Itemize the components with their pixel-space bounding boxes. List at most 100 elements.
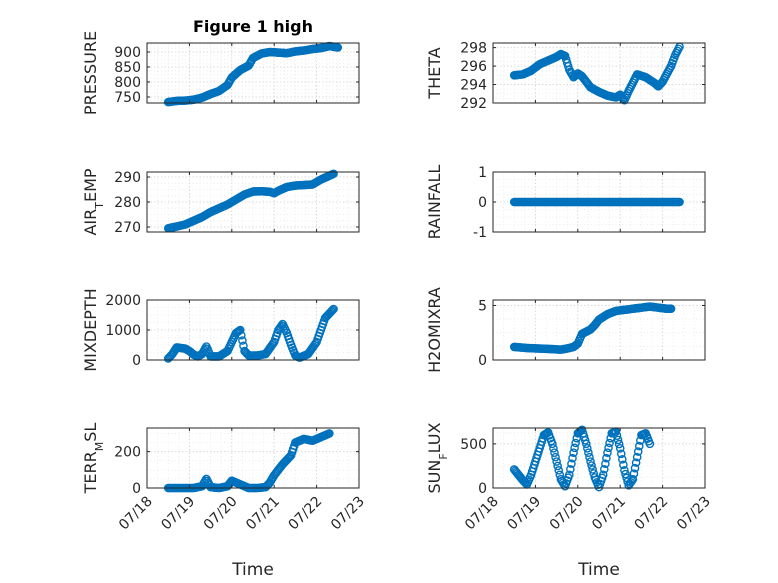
data-point	[586, 457, 595, 466]
x-axis-label: Time	[231, 560, 274, 580]
data-point	[585, 452, 594, 462]
x-tick-label: 07/18	[462, 494, 502, 534]
data-point	[603, 448, 612, 458]
data-point	[615, 443, 625, 453]
y-tick-label: 0	[132, 353, 141, 369]
y-tick-label: 296	[460, 59, 487, 75]
axes-outline	[146, 42, 360, 104]
y-axis-label: MIXDEPTH	[81, 288, 100, 371]
data-point	[620, 466, 629, 475]
data-point	[618, 455, 627, 464]
data-point	[629, 469, 639, 478]
y-tick-label: 0	[132, 481, 141, 497]
y-axis-label: H2OMIXRA	[425, 287, 444, 373]
x-tick-label: 07/20	[547, 494, 587, 534]
y-tick-label: 500	[460, 437, 487, 453]
data-point	[628, 474, 638, 484]
y-tick-label: 294	[460, 78, 487, 94]
data-point	[329, 304, 338, 314]
axes-outline	[492, 42, 706, 104]
data-point	[630, 463, 640, 473]
data-point	[605, 438, 614, 448]
data-point	[520, 477, 530, 487]
subplot-7: 0 200 TERRMSL 07/18 07/19 07/20 07/21 07/22 07/2…	[81, 423, 368, 580]
data-point	[598, 470, 608, 480]
data-point	[632, 452, 642, 462]
axes-outline	[492, 427, 706, 489]
data-point	[311, 339, 320, 348]
x-tick-label: 07/23	[674, 494, 714, 534]
y-tick-label: 200	[114, 445, 141, 461]
data-point	[634, 441, 644, 451]
y-tick-label: 800	[114, 75, 141, 91]
data-point	[549, 443, 558, 453]
y-tick-label: 850	[114, 60, 141, 76]
y-tick-label: 2000	[105, 293, 141, 309]
data-point	[583, 443, 592, 453]
x-tick-label: 07/18	[116, 494, 156, 534]
data-point	[666, 304, 676, 314]
data-point	[325, 429, 334, 438]
y-axis-label: SUNFLUX	[425, 422, 450, 493]
data-point	[581, 439, 591, 449]
data-point	[587, 461, 596, 470]
y-axis-label: RAINFALL	[425, 165, 444, 240]
data-point	[565, 470, 574, 480]
y-tick-label: 270	[114, 220, 141, 236]
data-point	[623, 477, 632, 486]
y-tick-label: 298	[460, 41, 487, 57]
data-point	[329, 169, 338, 179]
y-tick-label: 5	[478, 298, 487, 314]
y-axis-label: TERRMSL	[81, 423, 106, 495]
data-point	[631, 458, 641, 467]
data-point	[237, 330, 246, 340]
data-point	[580, 436, 590, 445]
y-tick-label: 292	[460, 96, 487, 112]
data-point	[645, 439, 655, 449]
data-point	[570, 443, 579, 453]
x-tick-label: 07/21	[589, 494, 629, 534]
data-point	[621, 469, 630, 479]
chart-title: Figure 1 high	[193, 17, 313, 36]
data-series	[509, 197, 684, 207]
data-series	[163, 169, 338, 233]
subplot-3: 270 280 290 AIRTEMP	[81, 168, 360, 236]
subplot-8: 0 500 SUNFLUX 07/18 07/19 07/20 07/21 07/22 07/2…	[425, 422, 714, 580]
data-point	[614, 439, 624, 449]
data-point	[616, 449, 626, 459]
x-tick-label: 07/21	[243, 494, 283, 534]
y-tick-label: 0	[478, 481, 487, 497]
subplot-6: 0 5 H2OMIXRA	[425, 287, 706, 373]
x-axis-label: Time	[577, 560, 620, 580]
data-point	[584, 448, 593, 458]
data-point	[552, 457, 561, 466]
data-point	[601, 459, 610, 469]
data-point	[235, 325, 245, 335]
x-tick-label: 07/19	[504, 494, 544, 534]
axes-outline	[146, 427, 360, 489]
data-point	[238, 336, 247, 345]
data-point	[551, 452, 560, 462]
data-point	[612, 431, 622, 441]
data-series	[509, 42, 684, 105]
data-series	[163, 41, 343, 107]
data-series	[509, 425, 655, 492]
data-series	[163, 304, 338, 363]
data-point	[602, 453, 611, 463]
y-tick-label: 290	[114, 170, 141, 186]
data-point	[333, 43, 343, 52]
x-tick-label: 07/23	[328, 494, 368, 534]
axes-outline	[492, 299, 706, 361]
y-axis-label: PRESSURE	[81, 31, 100, 115]
x-tick-label: 07/22	[286, 494, 326, 534]
subplot-2: 292 294 296 298 THETA	[425, 41, 706, 112]
data-point	[567, 459, 576, 469]
y-tick-label: 750	[114, 90, 141, 106]
data-point	[571, 438, 580, 448]
data-point	[613, 435, 623, 445]
y-tick-label: -1	[473, 225, 487, 241]
data-series	[509, 302, 676, 354]
data-point	[619, 460, 628, 470]
